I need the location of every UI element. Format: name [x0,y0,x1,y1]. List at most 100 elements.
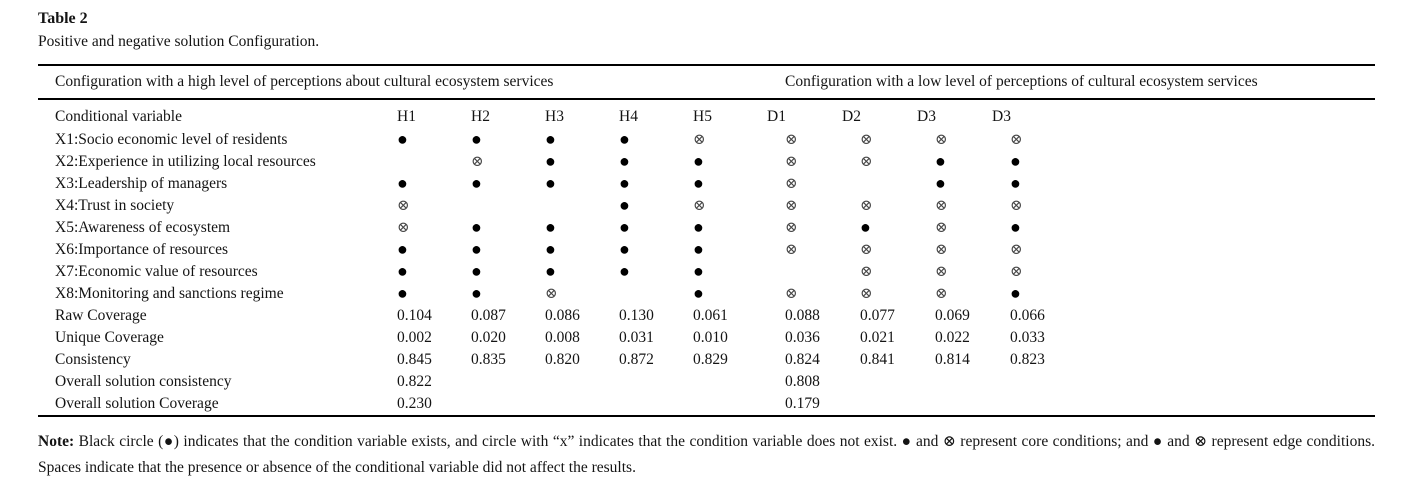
group-header-row: Configuration with a high level of perce… [38,65,1376,100]
table-cell: 0.841 [860,351,895,368]
present-dot-icon: ● [397,173,408,193]
table-cell: 0.179 [785,395,820,412]
table-cell: ⊗ [397,195,471,217]
column-header-row: Conditional variable H1 H2 H3 H4 H5 D1 D2 D3 D3 [38,99,1375,129]
table-cell: 0.069 [935,307,970,324]
absent-circle-x-icon: ⊗ [935,220,948,236]
present-dot-icon: ● [471,261,482,281]
table-cell: ⊗ [917,129,992,151]
table-cell: ● [471,173,545,195]
table-row: Overall solution Coverage 0.230 0.179 [38,393,1375,416]
table-cell: ⊗ [471,151,545,173]
table-cell [471,393,545,416]
absent-circle-x-icon: ⊗ [860,154,873,170]
absent-circle-x-icon: ⊗ [1010,132,1023,148]
present-dot-icon: ● [397,261,408,281]
table-cell: 0.061 [693,307,728,324]
group-header-high: Configuration with a high level of perce… [38,65,768,100]
column-header-d3-9: D3 [992,107,1011,125]
absent-circle-x-icon: ⊗ [397,198,410,214]
table-note: Note: Black circle (●) indicates that th… [38,429,1375,481]
absent-circle-x-icon: ⊗ [785,176,798,192]
table-cell [545,371,619,393]
row-label: Raw Coverage [55,307,147,324]
filler-cell [1067,305,1375,327]
present-dot-icon: ● [471,239,482,259]
table-cell: 0.021 [860,329,895,346]
table-cell: ⊗ [842,151,917,173]
present-dot-icon: ● [471,283,482,303]
table-cell: ● [397,261,471,283]
table-cell: 0.835 [471,351,506,368]
table-cell: ⊗ [917,261,992,283]
table-cell: ● [619,239,693,261]
table-cell: ⊗ [693,129,767,151]
present-dot-icon: ● [545,261,556,281]
column-header-d3-8: D3 [917,107,936,125]
table-cell [545,195,619,217]
table-cell: ⊗ [992,129,1067,151]
table-cell [619,283,693,305]
column-header-d2-7: D2 [842,107,861,125]
present-dot-icon: ● [471,173,482,193]
row-label: Overall solution Coverage [55,395,219,412]
table-cell: ⊗ [842,239,917,261]
table-cell: ⊗ [767,195,842,217]
column-header-d1-6: D1 [767,107,786,125]
present-dot-icon: ● [619,151,630,171]
table-cell: ⊗ [545,283,619,305]
row-label: Overall solution consistency [55,373,232,390]
absent-circle-x-icon: ⊗ [860,198,873,214]
table-cell: 0.086 [545,307,580,324]
table-cell: 0.823 [1010,351,1045,368]
table-cell: 0.808 [785,373,820,390]
column-header-h5: H5 [693,107,712,125]
absent-circle-x-icon: ⊗ [785,242,798,258]
present-dot-icon: ● [397,283,408,303]
absent-circle-x-icon: ⊗ [935,264,948,280]
table-cell: 0.031 [619,329,654,346]
table-cell: ⊗ [767,217,842,239]
absent-circle-x-icon: ⊗ [693,132,706,148]
table-cell: 0.872 [619,351,654,368]
present-dot-icon: ● [860,217,871,237]
filler-cell [1067,261,1375,283]
table-cell: ● [397,173,471,195]
present-dot-icon: ● [693,217,704,237]
present-dot-icon: ● [619,217,630,237]
table-cell: ⊗ [767,151,842,173]
present-dot-icon: ● [619,129,630,149]
present-dot-icon: ● [619,173,630,193]
note-label: Note: [38,433,75,450]
present-dot-icon: ● [1010,217,1021,237]
table-cell: ⊗ [842,195,917,217]
absent-circle-x-icon: ⊗ [785,154,798,170]
table-cell: ● [397,129,471,151]
table-row: X3:Leadership of managers ● ● ● ● ● ⊗ ● ● [38,173,1375,195]
filler-cell [1067,239,1375,261]
column-header-h2: H2 [471,107,490,125]
table-caption: Positive and negative solution Configura… [38,33,320,50]
present-dot-icon: ● [545,151,556,171]
absent-circle-x-icon: ⊗ [1010,198,1023,214]
present-dot-icon: ● [693,151,704,171]
table-cell: ● [842,217,917,239]
table-row: X2:Experience in utilizing local resourc… [38,151,1375,173]
absent-circle-x-icon: ⊗ [785,286,798,302]
absent-circle-x-icon: ⊗ [860,286,873,302]
table-cell: ● [917,151,992,173]
row-label: X4:Trust in society [55,197,175,214]
table-cell: ⊗ [767,239,842,261]
table-cell: ⊗ [397,217,471,239]
table-cell: ● [619,129,693,151]
table-cell: 0.066 [1010,307,1045,324]
table-cell [767,261,842,283]
column-header-h1: H1 [397,107,416,125]
row-label: Unique Coverage [55,329,164,346]
row-label: X6:Importance of resources [55,241,229,258]
filler-cell [1067,217,1375,239]
present-dot-icon: ● [935,173,946,193]
table-row: X4:Trust in society ⊗ ● ⊗ ⊗ ⊗ ⊗ ⊗ [38,195,1375,217]
note-text: Black circle (●) indicates that the cond… [38,433,1375,476]
table-cell: 0.820 [545,351,580,368]
